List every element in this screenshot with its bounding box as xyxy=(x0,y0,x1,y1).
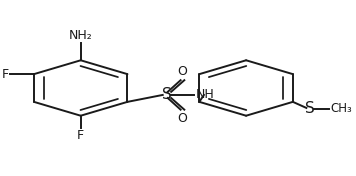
Text: F: F xyxy=(77,129,84,142)
Text: NH₂: NH₂ xyxy=(69,29,93,42)
Text: S: S xyxy=(162,87,172,102)
Text: S: S xyxy=(305,101,315,116)
Text: F: F xyxy=(1,68,9,81)
Text: NH: NH xyxy=(195,88,214,101)
Text: CH₃: CH₃ xyxy=(330,102,352,115)
Text: O: O xyxy=(177,112,187,125)
Text: O: O xyxy=(177,65,187,78)
